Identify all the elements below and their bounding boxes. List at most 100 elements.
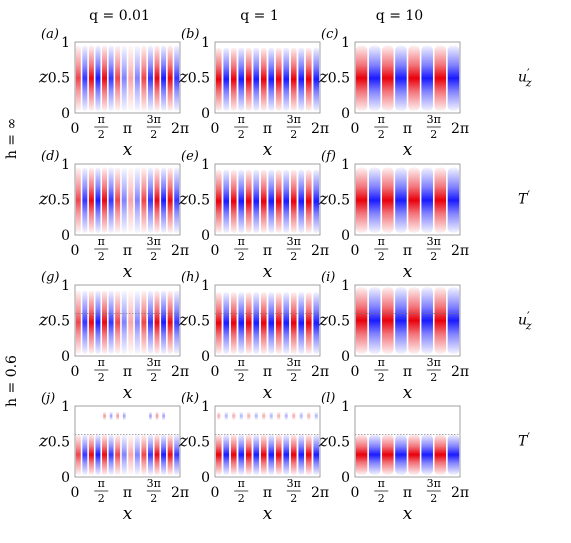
x-tick-label: 0 xyxy=(211,243,220,259)
x-tick-label: 2 xyxy=(238,128,245,141)
y-tick-label: 0 xyxy=(61,470,70,486)
heatmap-cell xyxy=(253,47,260,111)
axes-frame xyxy=(74,405,181,478)
panel-label: (d) xyxy=(41,149,59,164)
x-tick-label: 2 xyxy=(238,371,245,384)
heatmap-cell-upper xyxy=(149,411,152,421)
heatmap-cell xyxy=(268,434,275,475)
heatmap-cell xyxy=(134,167,140,233)
x-tick-label: π xyxy=(98,477,105,490)
heatmap-cell xyxy=(238,169,245,233)
heatmap-cell xyxy=(223,434,230,475)
y-axis-letter: z xyxy=(38,432,49,452)
x-tick-label: 2π xyxy=(171,485,189,501)
heatmap-cell-upper xyxy=(103,411,106,421)
x-tick-label: 2 xyxy=(290,250,297,263)
heatmap-cell xyxy=(253,169,260,233)
x-tick-label: 2π xyxy=(311,243,329,259)
x-tick-label: 3π xyxy=(147,235,161,248)
y-tick-label: 0 xyxy=(341,228,350,244)
heatmap-cell xyxy=(75,290,81,354)
y-tick-label: 0.5 xyxy=(48,71,70,87)
heatmap-cell xyxy=(121,290,127,354)
heatmap-cell xyxy=(253,292,260,354)
heatmap-cell-upper xyxy=(162,411,165,421)
heatmap-cell-upper xyxy=(224,411,228,421)
x-tick-label: 2 xyxy=(238,250,245,263)
x-tick-label: 2π xyxy=(311,121,329,137)
heatmap-cell xyxy=(368,167,381,233)
heatmap-cell xyxy=(275,47,282,111)
heatmap-cell xyxy=(147,45,153,111)
x-tick-label: 2 xyxy=(150,371,157,384)
x-tick-label: 0 xyxy=(71,243,80,259)
row-field-label: u′ z xyxy=(518,310,532,333)
axes-frame xyxy=(354,405,461,478)
heatmap-cell xyxy=(245,434,252,475)
x-tick-label: 0 xyxy=(71,121,80,137)
heatmap-cell xyxy=(260,47,267,111)
x-tick-label: π xyxy=(403,364,412,380)
y-tick-label: 0.5 xyxy=(328,435,350,451)
heatmap-cell xyxy=(298,47,305,111)
y-tick-label: 0 xyxy=(201,470,210,486)
y-tick-label: 0 xyxy=(201,106,210,122)
x-tick-label: π xyxy=(238,356,245,369)
y-tick-label: 0.5 xyxy=(48,193,70,209)
axes-frame xyxy=(354,163,461,236)
x-tick-label: 2 xyxy=(290,492,297,505)
x-axis-label: x xyxy=(403,262,413,282)
y-tick-label: 0.5 xyxy=(48,314,70,330)
y-axis-letter: z xyxy=(38,190,49,210)
x-tick-label: π xyxy=(263,364,272,380)
heatmap-cell xyxy=(88,290,94,354)
heatmap-cell xyxy=(290,434,297,475)
x-tick-label: 2 xyxy=(430,128,437,141)
axes-frame xyxy=(354,41,461,114)
heatmap-cell xyxy=(368,45,381,111)
x-tick-label: 2π xyxy=(451,243,469,259)
heatmap-cell xyxy=(355,45,368,111)
heatmap-cell-upper xyxy=(254,411,258,421)
y-tick-label: 0.5 xyxy=(188,71,210,87)
x-tick-label: 0 xyxy=(71,364,80,380)
heatmap-cell xyxy=(161,434,167,475)
heatmap-cell-upper xyxy=(277,411,281,421)
x-tick-label: 2 xyxy=(378,492,385,505)
heatmap-cell xyxy=(75,45,81,111)
panel-label: (k) xyxy=(181,391,199,406)
heatmap-cell xyxy=(223,292,230,354)
x-tick-label: 3π xyxy=(147,477,161,490)
heatmap-cell xyxy=(268,292,275,354)
heatmap-cell xyxy=(121,434,127,475)
heatmap-cell xyxy=(147,434,153,475)
heatmap-cell xyxy=(141,290,147,354)
heatmap-cell xyxy=(408,167,420,233)
x-tick-label: 2π xyxy=(451,364,469,380)
heatmap-cells xyxy=(75,45,180,111)
heatmap-cell xyxy=(102,167,108,233)
axes-frame xyxy=(214,284,321,357)
heatmap-cell xyxy=(382,287,394,354)
x-tick-label: π xyxy=(403,485,412,501)
x-tick-label: π xyxy=(123,485,132,501)
heatmap-cell xyxy=(298,292,305,354)
heatmap-cell xyxy=(134,290,140,354)
heatmap-cells xyxy=(215,47,320,111)
heatmap-cells xyxy=(355,287,460,354)
x-tick-label: 0 xyxy=(211,485,220,501)
heatmap-cells xyxy=(215,292,320,354)
heatmap-cell xyxy=(95,167,101,233)
heatmap-cell xyxy=(128,167,134,233)
heatmap-cell xyxy=(268,47,275,111)
heatmap-cell-upper xyxy=(262,411,266,421)
y-tick-label: 0.5 xyxy=(328,193,350,209)
x-tick-label: 3π xyxy=(287,356,301,369)
x-tick-label: 2 xyxy=(98,371,105,384)
